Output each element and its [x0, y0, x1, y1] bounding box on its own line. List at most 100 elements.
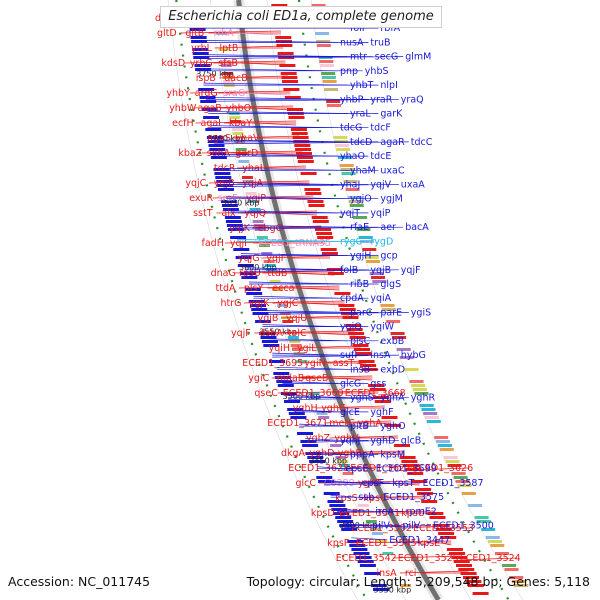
gene-label-right: exbD	[380, 364, 405, 375]
leader-line-right	[233, 226, 404, 230]
gene-label-left: ygjC	[277, 298, 298, 309]
gene-label-right: yhaM	[350, 165, 376, 176]
forward-gene	[355, 556, 372, 559]
cog-block	[386, 320, 401, 323]
forward-gene	[233, 248, 250, 251]
cog-block	[337, 156, 352, 159]
reverse-gene	[283, 88, 300, 91]
cog-block	[376, 540, 388, 543]
forward-gene	[201, 108, 218, 111]
leader-line-left	[378, 392, 402, 396]
gene-label-left: htrG	[221, 298, 242, 309]
gene-label-right: ECED1_3447	[389, 535, 450, 546]
forward-gene	[284, 400, 300, 403]
tick-ring	[175, 0, 368, 600]
cog-block	[511, 580, 526, 583]
forward-gene	[252, 312, 269, 315]
reverse-gene	[297, 160, 314, 163]
leader-line-left	[192, 105, 294, 109]
cog-block	[336, 148, 351, 151]
cog-block	[277, 304, 289, 307]
gene-label-right: yghR	[411, 393, 436, 404]
leader-line-right	[272, 354, 399, 358]
leader-line-left	[241, 62, 286, 66]
leader-line-left	[267, 212, 318, 216]
cog-block	[488, 540, 502, 543]
gene-label-left: ispB	[196, 73, 216, 84]
cog-block	[341, 172, 356, 175]
leader-line-right	[199, 56, 404, 59]
forward-gene	[222, 208, 239, 211]
gene-label-right: tdcE	[370, 151, 391, 162]
forward-gene	[207, 140, 224, 143]
reverse-gene	[321, 252, 338, 255]
reverse-gene	[355, 352, 372, 355]
gene-label-left: ygjK	[249, 298, 270, 309]
reverse-gene	[349, 336, 366, 339]
forward-gene	[261, 340, 278, 343]
cog-block	[396, 348, 411, 351]
cog-block	[236, 152, 248, 155]
reverse-gene	[275, 36, 292, 39]
gene-label-right: insB	[350, 364, 370, 375]
forward-gene	[300, 440, 317, 443]
cog-block	[400, 584, 411, 587]
cog-block	[339, 164, 354, 167]
cog-block	[220, 64, 232, 67]
cog-block	[272, 288, 283, 291]
cog-block	[292, 348, 303, 351]
leader-line-left	[345, 465, 413, 469]
gene-label-left: yrbG	[190, 58, 213, 69]
leader-line-left	[325, 242, 327, 246]
leader-line-left	[237, 165, 306, 169]
gene-label-right: gcp	[380, 251, 397, 262]
cog-block	[241, 176, 253, 179]
cog-block	[290, 344, 302, 347]
gene-label-right: yhaO	[340, 151, 365, 162]
gene-label-left: yhbO	[226, 103, 251, 114]
reverse-gene	[352, 344, 369, 347]
reverse-gene	[407, 472, 424, 475]
cog-block	[311, 4, 326, 7]
cog-block	[369, 528, 381, 531]
leader-line-left	[277, 390, 379, 394]
reverse-gene	[373, 396, 389, 399]
gene-label-right: glcG	[340, 379, 361, 390]
gene-label-right: ygjM	[380, 194, 403, 205]
reverse-gene	[339, 308, 356, 311]
reverse-gene	[296, 152, 312, 155]
gene-label-left: kpsC	[364, 493, 387, 504]
cog-block	[242, 180, 254, 183]
forward-gene	[250, 304, 266, 307]
cog-block	[249, 208, 261, 211]
leader-line-left	[184, 60, 286, 64]
reverse-gene	[433, 524, 450, 527]
cog-block	[342, 472, 354, 475]
reverse-gene	[348, 332, 365, 335]
reverse-gene	[315, 228, 331, 231]
reverse-gene	[358, 360, 375, 363]
gene-label-right: ribB	[350, 279, 369, 290]
forward-gene	[280, 392, 297, 395]
reverse-gene	[288, 116, 305, 119]
gene-label-left: ECED1_3542	[336, 553, 397, 564]
cog-block	[321, 72, 336, 75]
ruler-tick-label: 3650 kbp	[222, 199, 260, 208]
forward-gene	[347, 540, 364, 543]
cog-block	[457, 484, 472, 487]
cog-block	[321, 76, 336, 79]
cog-block	[293, 352, 305, 355]
reverse-gene	[374, 400, 391, 403]
cog-block	[235, 148, 247, 151]
gene-label-right: folP	[350, 23, 368, 34]
gene-label-left: ttdB	[267, 268, 287, 279]
cog-block	[412, 388, 427, 391]
gene-label-right: yraQ	[401, 94, 424, 105]
gene-label-left: glcC	[296, 478, 317, 489]
gene-label-left: rpsU	[239, 268, 261, 279]
gene-label-left: ygiL	[297, 343, 317, 354]
cog-block	[308, 392, 320, 395]
gene-label-right: uxaA	[401, 180, 425, 191]
gene-label-left: metC	[329, 418, 355, 429]
leader-line-left	[254, 330, 356, 334]
